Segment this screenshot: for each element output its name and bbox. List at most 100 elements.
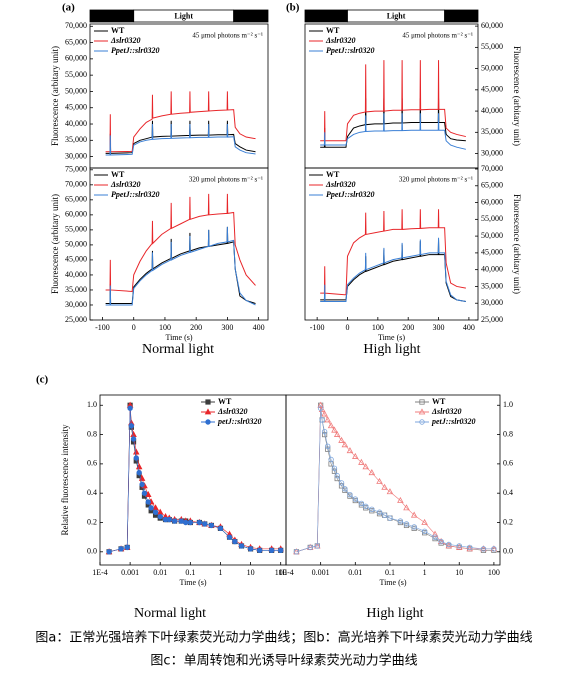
y-tick-label: 50,000 — [481, 231, 503, 240]
marker — [321, 410, 328, 417]
x-tick-label: 1E-4 — [278, 568, 294, 577]
legend-label: WT — [432, 397, 446, 406]
light-bar-label: Light — [174, 11, 193, 20]
marker — [319, 417, 325, 423]
x-axis-label: Time (s) — [179, 578, 206, 587]
marker — [133, 455, 139, 461]
y-tick-label: 0.0 — [87, 547, 97, 556]
marker — [397, 518, 404, 524]
legend-label: Δslr0320 — [110, 180, 140, 189]
y-tick-label: 55,000 — [481, 214, 503, 223]
marker — [196, 519, 203, 526]
y-tick-label: 65,000 — [481, 181, 503, 190]
marker — [363, 503, 369, 510]
marker — [438, 538, 444, 545]
y-tick-label: 25,000 — [481, 315, 503, 324]
x-axis-label: Time (s) — [379, 578, 406, 587]
y-tick-label: 1.0 — [503, 400, 513, 409]
marker — [346, 447, 354, 454]
marker — [466, 544, 473, 551]
y-tick-label: 65,000 — [65, 195, 87, 204]
y-tick-label: 55,000 — [65, 70, 87, 79]
panel-label: (c) — [36, 374, 49, 386]
marker — [338, 483, 345, 489]
y-axis-label: Relative fluorescence intensity — [60, 424, 70, 535]
x-tick-label: 0 — [132, 323, 136, 332]
caption: High light — [366, 606, 423, 621]
marker — [466, 545, 473, 552]
y-tick-label: 30,000 — [481, 298, 503, 307]
marker — [410, 511, 418, 518]
x-tick-label: 0 — [345, 323, 349, 332]
series-line — [320, 60, 466, 142]
marker — [419, 419, 425, 425]
x-tick-label: 100 — [372, 323, 384, 332]
marker — [338, 436, 345, 443]
legend-label: petJ::slr0320 — [217, 417, 262, 426]
marker — [362, 463, 370, 470]
marker — [118, 546, 124, 552]
marker — [331, 465, 338, 471]
marker — [411, 524, 417, 530]
marker — [421, 518, 428, 525]
y-tick-label: 50,000 — [481, 63, 503, 72]
y-tick-label: 0.8 — [503, 429, 513, 438]
marker — [358, 500, 365, 507]
annotation: 320 μmol photons m⁻² s⁻¹ — [399, 176, 473, 184]
y-tick-label: 55,000 — [481, 42, 503, 51]
y-tick-label: 45,000 — [481, 85, 503, 94]
figure-note: 图c：单周转饱和光诱导叶绿素荧光动力学曲线 — [150, 653, 417, 669]
marker — [205, 419, 211, 425]
marker — [381, 483, 388, 490]
caption: Normal light — [134, 606, 206, 621]
marker — [226, 534, 233, 540]
y-tick-label: 40,000 — [481, 264, 503, 273]
series-line — [320, 209, 466, 296]
panel-label: (a) — [62, 2, 75, 14]
x-tick-label: 100 — [159, 323, 171, 332]
marker — [314, 543, 320, 549]
marker — [106, 549, 112, 555]
y-tick-label: 0.2 — [503, 517, 513, 526]
marker — [381, 512, 388, 518]
annotation: 45 μmol photons m⁻² s⁻¹ — [402, 32, 473, 40]
marker — [268, 547, 275, 554]
figure-note: 图a：正常光强培养下叶绿素荧光动力学曲线；图b：高光培养下叶绿素荧光动力学曲线 — [35, 630, 532, 646]
legend-label: PpetJ::slr0320 — [326, 190, 374, 199]
marker — [256, 547, 263, 554]
marker — [480, 546, 487, 552]
marker — [132, 448, 140, 455]
y-tick-label: 0.0 — [503, 547, 513, 556]
y-tick-label: 40,000 — [65, 119, 87, 128]
legend-label: PpetJ::slr0320 — [111, 190, 159, 199]
legend-label: WT — [326, 170, 340, 179]
y-tick-label: 75,000 — [65, 165, 87, 174]
marker — [152, 509, 159, 515]
x-tick-label: 0.001 — [312, 568, 330, 577]
series-line — [105, 91, 256, 153]
x-tick-label: 1E-4 — [92, 568, 108, 577]
marker — [208, 522, 215, 529]
marker — [403, 504, 410, 511]
y-tick-label: 60,000 — [481, 197, 503, 206]
marker — [136, 469, 142, 476]
y-tick-label: 35,000 — [65, 135, 87, 144]
light-bar-segment — [233, 9, 269, 23]
legend-label: PpetJ::slr0320 — [326, 46, 374, 55]
y-tick-label: 1.0 — [87, 400, 97, 409]
x-axis-label: Time (s) — [165, 333, 192, 342]
marker — [347, 491, 353, 498]
x-tick-label: -100 — [310, 323, 325, 332]
y-tick-label: 45,000 — [481, 248, 503, 257]
marker — [421, 528, 428, 534]
marker — [204, 408, 212, 415]
plot-frame — [304, 167, 479, 321]
x-tick-label: 100 — [488, 568, 500, 577]
marker — [145, 499, 151, 505]
marker — [445, 542, 453, 549]
series-line — [105, 124, 256, 156]
y-tick-label: 70,000 — [65, 21, 87, 30]
x-tick-label: 1 — [423, 568, 427, 577]
